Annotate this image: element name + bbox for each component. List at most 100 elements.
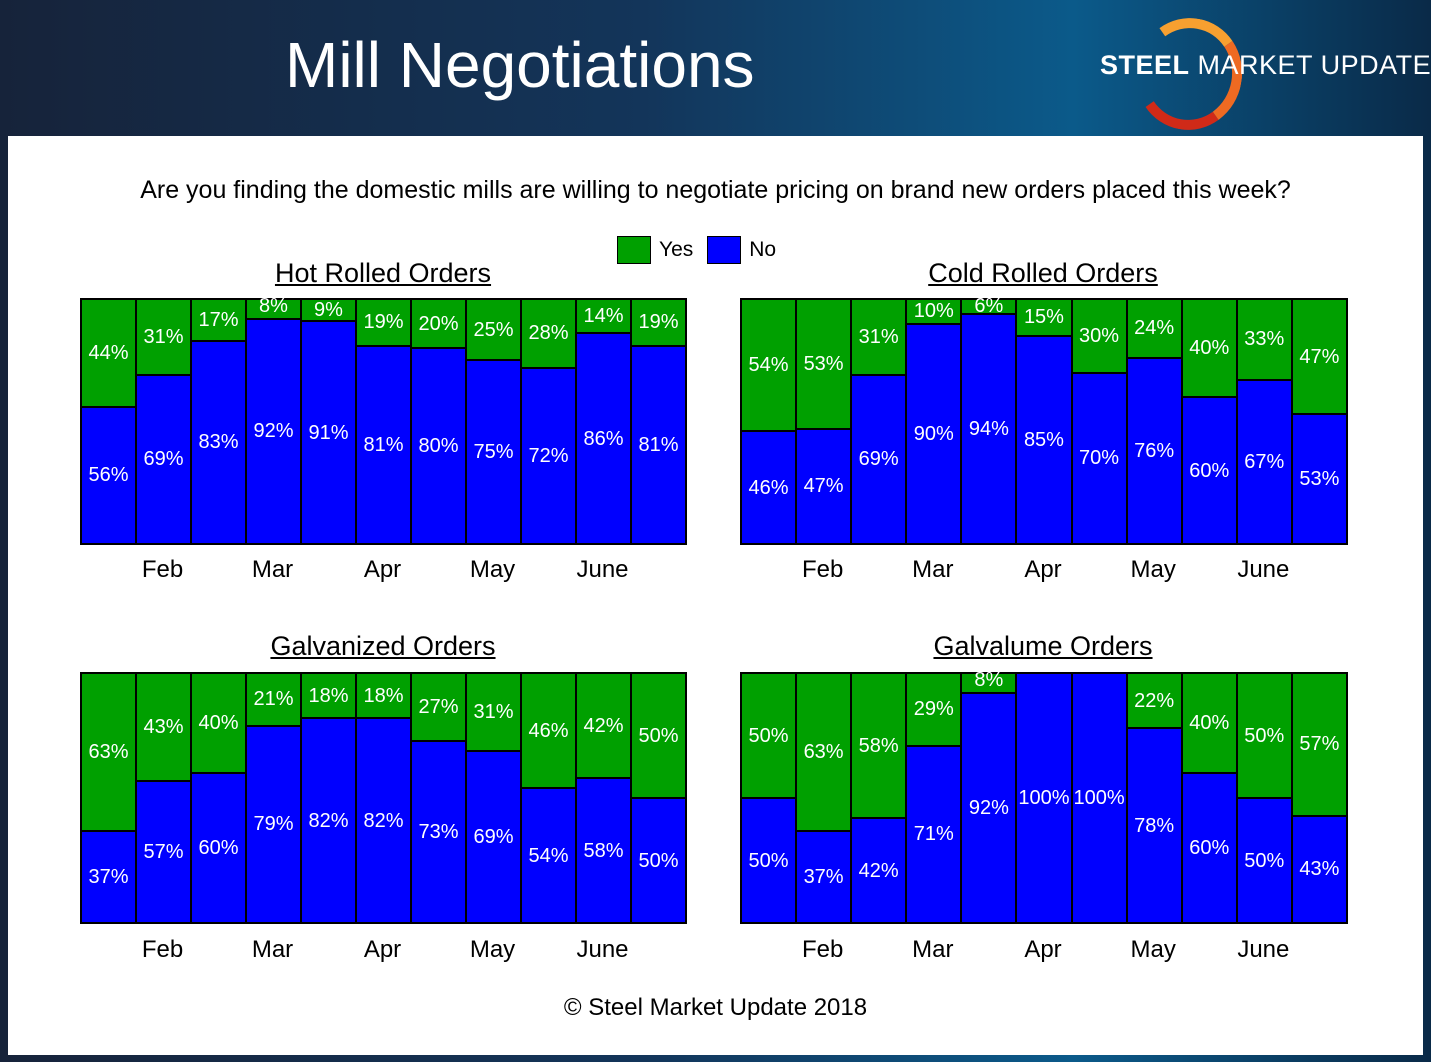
data-label-yes: 10%: [913, 300, 954, 323]
bar-no: [81, 406, 136, 544]
data-label-no: 92%: [968, 797, 1009, 819]
bar-no: [1126, 728, 1182, 923]
bar-yes: [301, 673, 356, 718]
data-label-no: 92%: [253, 420, 294, 443]
bar-yes: [246, 673, 301, 726]
bar-yes: [796, 299, 852, 429]
bar-no: [521, 788, 576, 923]
bar-no: [1071, 372, 1127, 544]
data-label-yes: 19%: [363, 311, 404, 334]
bar-no: [1236, 379, 1292, 544]
bar-yes: [136, 673, 191, 781]
data-label-yes: 50%: [1244, 724, 1285, 747]
data-label-no: 81%: [638, 433, 679, 456]
month-tick-label: Mar: [912, 936, 954, 963]
data-label-no: 37%: [803, 865, 844, 888]
bar-no: [411, 348, 466, 544]
data-label-yes: 31%: [858, 325, 899, 348]
bar-yes: [81, 299, 136, 407]
bar-yes: [81, 673, 136, 831]
galvalume-orders-plot: 50% 50% 63% 37% 58% 42% 29% 71% 8% 92% 100% 100% 22%…: [740, 670, 1348, 924]
data-label-yes: 42%: [583, 714, 624, 737]
bar-yes: [1236, 299, 1292, 380]
bar-no: [136, 374, 191, 544]
bar-no: [521, 367, 576, 544]
month-tick-label: June: [1237, 556, 1290, 583]
data-label-no: 78%: [1134, 814, 1175, 837]
data-label-yes: 46%: [528, 719, 569, 742]
month-tick-label: Feb: [141, 556, 184, 583]
data-label-no: 50%: [1244, 849, 1285, 872]
data-label-no: 71%: [913, 823, 954, 846]
data-label-yes: 21%: [253, 688, 294, 711]
bar-no: [1181, 397, 1237, 544]
month-tick-label: May: [1130, 936, 1176, 963]
data-label-no: 80%: [418, 435, 459, 457]
bar-yes: [136, 299, 191, 375]
data-label-yes: 58%: [858, 734, 899, 757]
data-label-yes: 50%: [748, 724, 789, 747]
bar-yes: [1291, 673, 1347, 816]
galvanized-orders-title: Galvanized Orders: [270, 631, 496, 661]
bar-no: [576, 333, 631, 544]
bar-yes: [466, 673, 521, 751]
bar-no: [631, 798, 686, 923]
data-label-yes: 47%: [1299, 345, 1340, 368]
data-label-yes: 9%: [314, 299, 343, 322]
bar-yes: [961, 299, 1017, 314]
month-tick-label: Apr: [1024, 556, 1062, 583]
month-tick-label: May: [469, 936, 516, 963]
bar-yes: [1071, 299, 1127, 373]
data-label-no: 100%: [1018, 787, 1070, 809]
data-label-no: 85%: [1023, 428, 1064, 451]
data-label-no: 82%: [308, 809, 349, 832]
bar-yes: [961, 673, 1017, 693]
bar-no: [906, 323, 962, 544]
data-label-no: 72%: [528, 444, 569, 467]
data-label-yes: 18%: [363, 684, 404, 707]
data-label-no: 50%: [748, 849, 789, 872]
data-label-yes: 40%: [198, 712, 239, 734]
bar-yes: [1181, 299, 1237, 397]
data-label-no: 56%: [88, 464, 129, 487]
bar-yes: [796, 673, 852, 831]
bar-yes: [906, 299, 962, 324]
data-label-no: 100%: [1073, 787, 1125, 809]
bar-yes: [191, 299, 246, 341]
copyright: © Steel Market Update 2018: [563, 994, 868, 1021]
bar-no: [1291, 414, 1347, 544]
legend-no-swatch: [707, 236, 742, 264]
bar-no: [1126, 357, 1182, 544]
bar-no: [301, 718, 356, 923]
bar-no: [246, 318, 301, 544]
data-label-no: 91%: [308, 421, 349, 444]
bar-no: [576, 778, 631, 923]
data-label-yes: 28%: [528, 322, 569, 345]
month-tick-label: Feb: [801, 936, 844, 963]
bar-no: [741, 798, 797, 923]
hot-rolled-orders-plot: 44% 56% 31% 69% 17% 83% 8% 92% 9% 91% 19% 81% 20% 80%…: [80, 296, 687, 545]
bar-yes: [1016, 299, 1072, 336]
header: Mill Negotiations STEEL MARKET UPDATE: [0, 0, 1431, 139]
data-label-yes: 17%: [198, 308, 239, 331]
data-label-yes: 30%: [1079, 324, 1120, 347]
data-label-no: 43%: [1299, 858, 1340, 881]
bar-yes: [521, 299, 576, 368]
bar-no: [191, 340, 246, 544]
data-label-no: 67%: [1244, 450, 1285, 473]
bar-no: [851, 374, 907, 544]
cold-rolled-orders-plot: 54% 46% 53% 47% 31% 69% 10% 90% 6% 94% 15% 85% 30% 70…: [740, 296, 1348, 545]
bar-yes: [411, 299, 466, 348]
data-label-yes: 29%: [913, 698, 954, 721]
data-label-yes: 63%: [88, 740, 129, 763]
data-label-yes: 19%: [638, 311, 679, 334]
bar-yes: [246, 299, 301, 319]
data-label-no: 73%: [418, 820, 459, 843]
data-label-no: 50%: [638, 849, 679, 872]
bar-no: [356, 345, 411, 544]
data-label-no: 60%: [1189, 837, 1230, 859]
month-tick-label: Mar: [251, 936, 294, 963]
data-label-yes: 43%: [143, 715, 184, 738]
month-tick-label: Apr: [363, 556, 402, 583]
month-tick-label: Mar: [912, 556, 954, 583]
